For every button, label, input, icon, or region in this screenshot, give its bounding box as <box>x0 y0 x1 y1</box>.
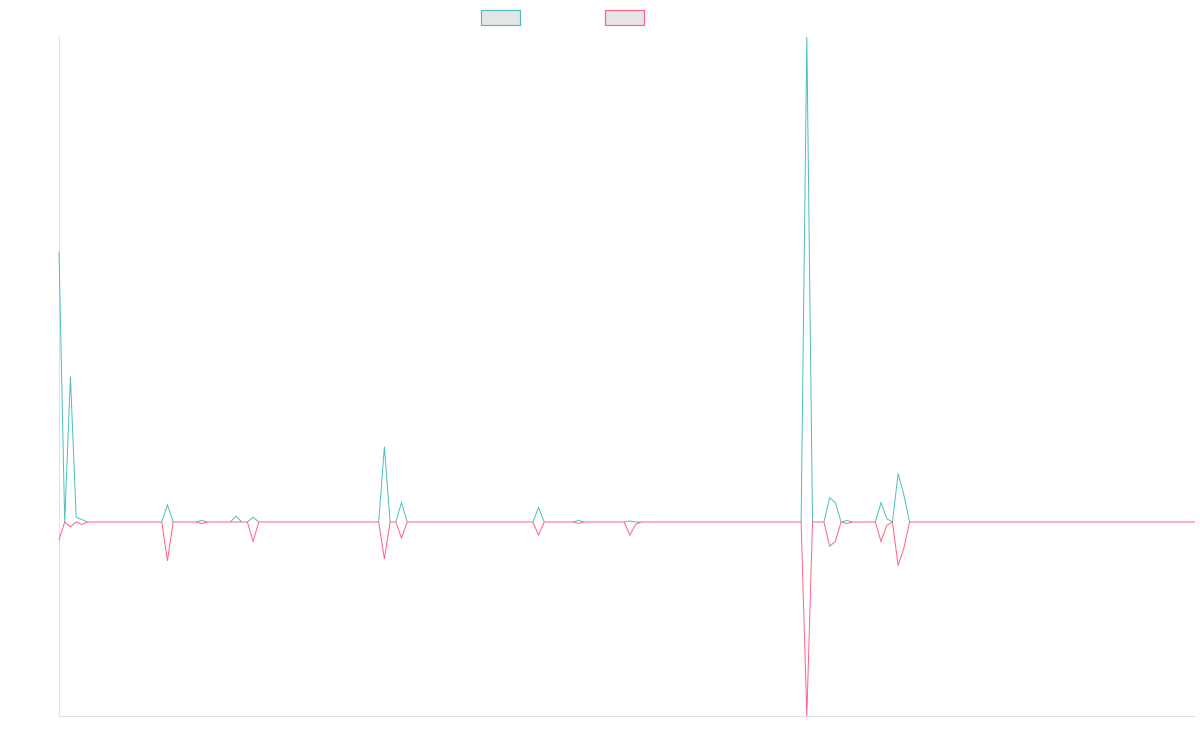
legend-swatch-1[interactable] <box>480 9 522 27</box>
legend <box>480 9 646 27</box>
series-line-1 <box>58 36 1195 523</box>
series-line-2 <box>58 521 1195 717</box>
legend-swatch-2[interactable] <box>604 9 646 27</box>
series-group <box>58 36 1195 717</box>
